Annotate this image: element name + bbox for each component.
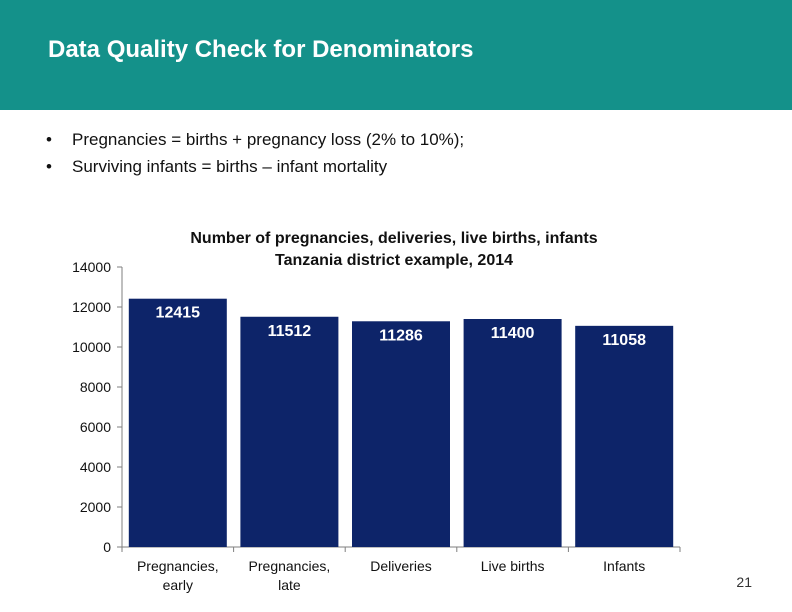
- x-category-label-line: Infants: [603, 558, 645, 574]
- y-tick-label: 0: [103, 539, 111, 555]
- chart-subtitle-line: Tanzania district example, 2014: [274, 252, 514, 269]
- x-category-label-line: Deliveries: [370, 558, 431, 574]
- x-category-label-line: Pregnancies,: [137, 558, 219, 574]
- x-category-label-line: Live births: [481, 558, 545, 574]
- bar: [463, 319, 562, 547]
- page-number: 21: [736, 574, 752, 590]
- slide-title: Data Quality Check for Denominators: [48, 36, 474, 63]
- y-tick-label: 10000: [72, 339, 111, 355]
- data-label: 11058: [602, 332, 646, 349]
- x-category-label: Deliveries: [370, 558, 431, 574]
- x-category-label-line: early: [163, 577, 193, 593]
- bullet-item: Pregnancies = births + pregnancy loss (2…: [44, 126, 464, 153]
- bullet-list: Pregnancies = births + pregnancy loss (2…: [44, 126, 464, 180]
- x-category-label: Pregnancies, early: [137, 558, 219, 593]
- x-category-label-line: Pregnancies,: [249, 558, 331, 574]
- bullet-item: Surviving infants = births – infant mort…: [44, 153, 464, 180]
- data-label: 11512: [268, 323, 312, 340]
- bar: [240, 316, 339, 547]
- data-label: 11400: [491, 325, 535, 342]
- y-tick-label: 2000: [80, 499, 111, 515]
- x-category-label: Pregnancies, late: [249, 558, 331, 593]
- x-category-label: Infants: [603, 558, 645, 574]
- bar: [128, 298, 227, 547]
- y-tick-label: 12000: [72, 299, 111, 315]
- bar: [352, 321, 450, 547]
- chart-title: Number of pregnancies, deliveries, live …: [150, 228, 638, 272]
- data-label: 11286: [379, 327, 423, 344]
- y-tick-label: 8000: [80, 379, 111, 395]
- x-category-label-line: late: [278, 577, 301, 593]
- y-tick-label: 6000: [80, 419, 111, 435]
- x-category-label: Live births: [481, 558, 545, 574]
- y-tick-label: 14000: [72, 259, 111, 275]
- y-tick-label: 4000: [80, 459, 111, 475]
- header-banner: Data Quality Check for Denominators: [0, 0, 792, 110]
- chart-title-line: Number of pregnancies, deliveries, live …: [190, 230, 598, 247]
- data-label: 12415: [156, 305, 201, 322]
- bar: [575, 325, 674, 547]
